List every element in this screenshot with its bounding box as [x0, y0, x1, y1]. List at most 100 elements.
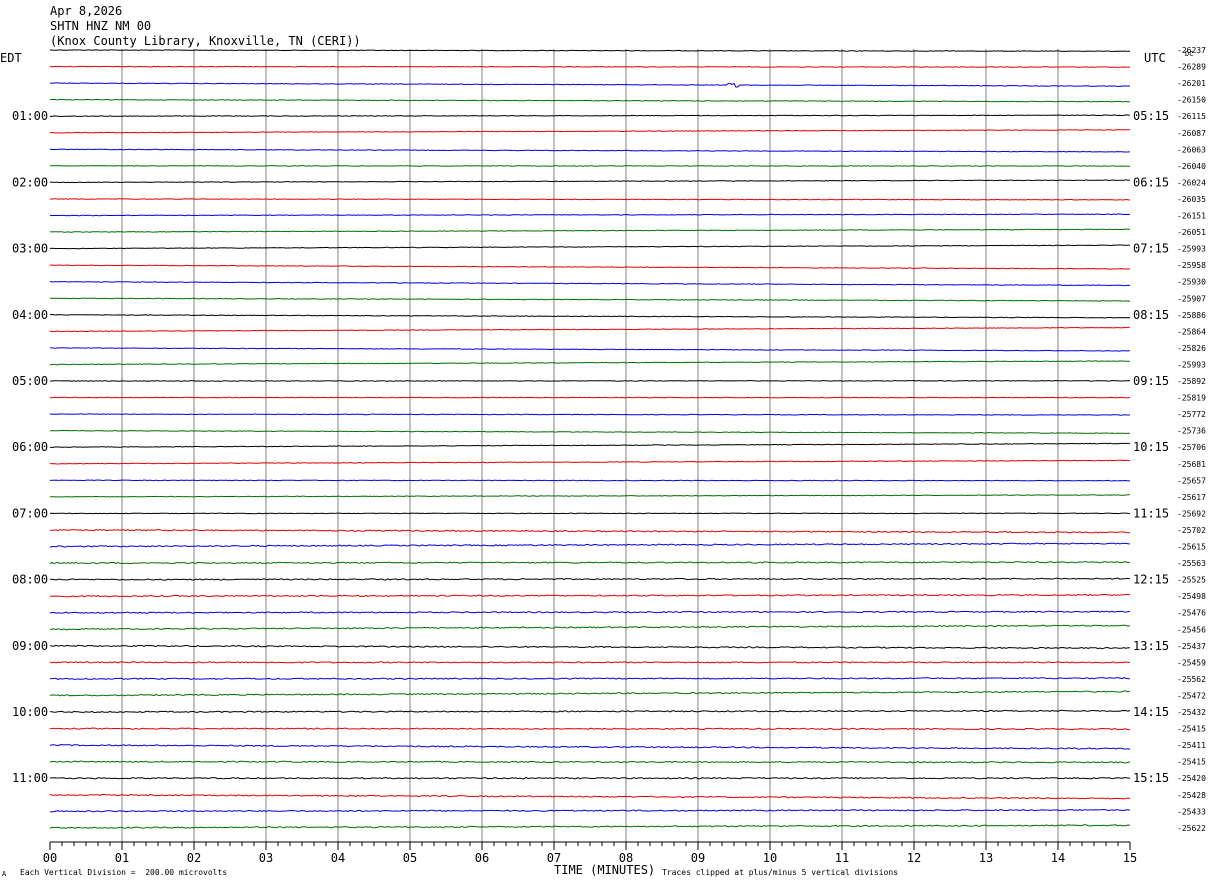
trace-line: [49, 148, 1131, 153]
trace-line: [49, 326, 1130, 333]
x-tick-label: 10: [763, 851, 777, 865]
dc-offset-label: -25525: [1177, 576, 1206, 585]
trace-line: [49, 727, 1131, 731]
trace-line: [49, 512, 1131, 515]
dc-offset-label: -26201: [1177, 79, 1206, 88]
location-label: (Knox County Library, Knoxville, TN (CER…: [50, 34, 361, 48]
dc-offset-label: -25476: [1177, 609, 1206, 618]
edt-hour-label: 02:00: [12, 175, 48, 189]
trace-line: [49, 213, 1131, 217]
trace-line: [49, 82, 1131, 88]
x-tick-label: 02: [187, 851, 201, 865]
dc-offset-label: -26051: [1177, 228, 1206, 237]
trace-line: [49, 49, 1131, 52]
edt-hour-label: 08:00: [12, 573, 48, 587]
x-tick-label: 03: [259, 851, 273, 865]
dc-offset-label: -25459: [1177, 658, 1206, 667]
utc-hour-label: 12:15: [1133, 573, 1169, 587]
dc-offset-label: -25420: [1177, 774, 1206, 783]
utc-hour-label: 13:15: [1133, 639, 1169, 653]
dc-offset-label: -25886: [1177, 311, 1206, 320]
edt-hour-label: 09:00: [12, 639, 48, 653]
dc-offset-label: -25958: [1177, 261, 1206, 270]
dc-offset-label: -25415: [1177, 758, 1206, 767]
utc-hour-label: 14:15: [1133, 705, 1169, 719]
x-tick-label: 11: [835, 851, 849, 865]
station-label: SHTN HNZ NM 00: [50, 19, 152, 33]
dc-offset-label: -25456: [1177, 625, 1206, 634]
x-tick-label: 06: [475, 851, 489, 865]
utc-hour-label: 06:15: [1133, 175, 1169, 189]
trace-line: [49, 690, 1131, 697]
edt-hour-label: 05:00: [12, 374, 48, 388]
dc-offset-label: -26024: [1177, 178, 1206, 187]
trace-line: [49, 228, 1130, 233]
plot-header: Apr 8,2026 SHTN HNZ NM 00 (Knox County L…: [50, 4, 361, 49]
trace-line: [49, 313, 1131, 319]
dc-offset-label: -25498: [1177, 592, 1206, 601]
trace-line: [49, 542, 1131, 548]
dc-offset-label: -25692: [1177, 509, 1206, 518]
x-axis-label: TIME (MINUTES): [554, 863, 656, 877]
trace-line: [49, 165, 1131, 167]
trace-line: [49, 129, 1130, 134]
dc-offset-label: -26237: [1177, 46, 1206, 55]
utc-hour-label: 08:15: [1133, 308, 1169, 322]
trace-line: [49, 281, 1131, 287]
trace-line: [50, 179, 1131, 184]
trace-line: [50, 396, 1131, 399]
trace-line: [49, 744, 1131, 750]
trace-line: [49, 824, 1131, 829]
utc-hour-label: 11:15: [1133, 506, 1169, 520]
trace-line: [50, 429, 1130, 435]
x-tick-label: 13: [979, 851, 993, 865]
dc-offset-label: -26151: [1177, 212, 1206, 221]
utc-hour-label: 07:15: [1133, 242, 1169, 256]
trace-line: [49, 561, 1131, 565]
trace-line: [49, 644, 1131, 650]
utc-hour-label: 09:15: [1133, 374, 1169, 388]
x-tick-label: 08: [619, 851, 633, 865]
dc-offset-label: -26087: [1177, 129, 1206, 138]
utc-hour-label: 05:15: [1133, 109, 1169, 123]
x-tick-label: 15: [1123, 851, 1137, 865]
x-tick-label: 04: [331, 851, 345, 865]
dc-offset-label: -25428: [1177, 791, 1206, 800]
trace-line: [49, 244, 1130, 250]
corner-mark: A: [2, 870, 7, 878]
dc-offset-label: -25622: [1177, 824, 1206, 833]
dc-offset-label: -25617: [1177, 493, 1206, 502]
dc-offset-label: -26289: [1177, 63, 1206, 72]
dc-offset-label: -25437: [1177, 642, 1206, 651]
trace-line: [49, 760, 1131, 764]
trace-line: [49, 610, 1131, 614]
utc-hour-label: 15:15: [1133, 771, 1169, 785]
trace-line: [49, 494, 1131, 498]
x-tick-label: 12: [907, 851, 921, 865]
dc-offset-label: -25772: [1177, 410, 1206, 419]
trace-line: [49, 677, 1131, 681]
trace-line: [49, 442, 1131, 449]
trace-line: [49, 198, 1131, 201]
dc-offset-label: -25433: [1177, 807, 1206, 816]
dc-offset-label: -25657: [1177, 476, 1206, 485]
edt-hour-label: 07:00: [12, 506, 48, 520]
dc-offset-label: -25907: [1177, 294, 1206, 303]
dc-offset-label: -26115: [1177, 112, 1206, 121]
clipping-note: Traces clipped at plus/minus 5 vertical …: [662, 868, 899, 877]
dc-offset-label: -25615: [1177, 543, 1206, 552]
dc-offset-label: -25819: [1177, 394, 1206, 403]
dc-offset-label: -26150: [1177, 96, 1206, 105]
trace-line: [49, 114, 1131, 118]
dc-offset-label: -25562: [1177, 675, 1206, 684]
vertical-division-note: Each Vertical Division = 200.00 microvol…: [20, 868, 228, 877]
dc-offset-label: -25706: [1177, 443, 1206, 452]
x-tick-label: 14: [1051, 851, 1065, 865]
trace-line: [50, 379, 1131, 382]
trace-line: [49, 360, 1130, 366]
trace-line: [49, 709, 1131, 714]
edt-hour-label: 11:00: [12, 771, 48, 785]
x-tick-label: 00: [43, 851, 57, 865]
dc-offset-label: -26035: [1177, 195, 1206, 204]
